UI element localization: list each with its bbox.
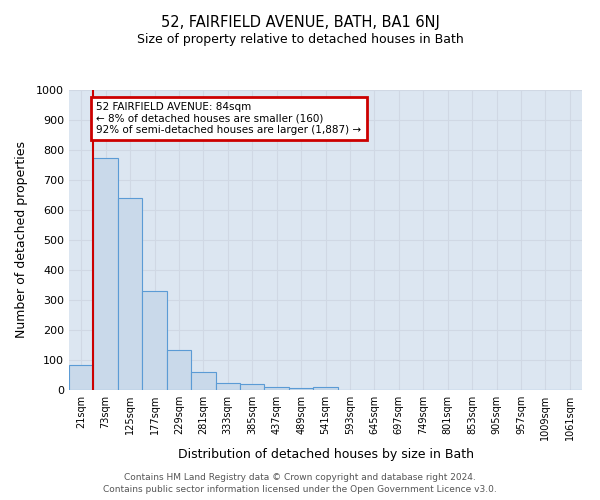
Text: 52, FAIRFIELD AVENUE, BATH, BA1 6NJ: 52, FAIRFIELD AVENUE, BATH, BA1 6NJ	[161, 15, 439, 30]
Bar	[240, 384, 265, 390]
Bar	[142, 291, 167, 390]
Bar	[215, 382, 240, 390]
X-axis label: Distribution of detached houses by size in Bath: Distribution of detached houses by size …	[178, 448, 473, 462]
Bar	[289, 388, 313, 390]
Text: Size of property relative to detached houses in Bath: Size of property relative to detached ho…	[137, 32, 463, 46]
Text: 52 FAIRFIELD AVENUE: 84sqm
← 8% of detached houses are smaller (160)
92% of semi: 52 FAIRFIELD AVENUE: 84sqm ← 8% of detac…	[97, 102, 361, 135]
Bar	[94, 158, 118, 390]
Bar	[69, 364, 94, 390]
Bar	[118, 198, 142, 390]
Text: Contains public sector information licensed under the Open Government Licence v3: Contains public sector information licen…	[103, 485, 497, 494]
Bar	[265, 387, 289, 390]
Bar	[191, 372, 215, 390]
Bar	[167, 350, 191, 390]
Bar	[313, 387, 338, 390]
Text: Contains HM Land Registry data © Crown copyright and database right 2024.: Contains HM Land Registry data © Crown c…	[124, 472, 476, 482]
Y-axis label: Number of detached properties: Number of detached properties	[15, 142, 28, 338]
